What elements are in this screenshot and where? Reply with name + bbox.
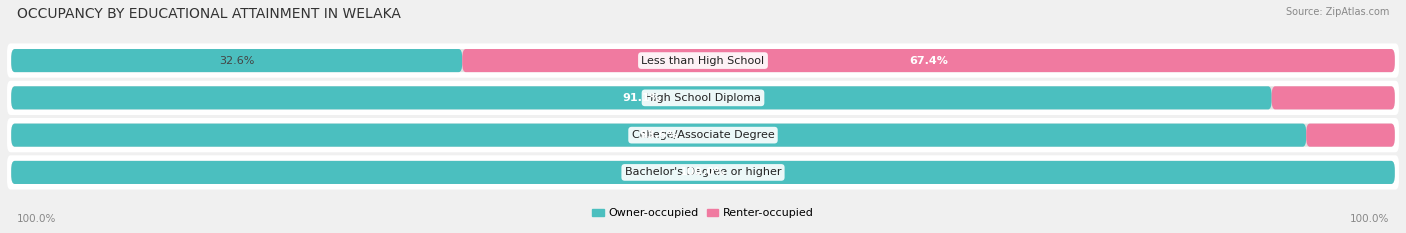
Text: 67.4%: 67.4% — [910, 56, 948, 65]
FancyBboxPatch shape — [11, 86, 1395, 110]
FancyBboxPatch shape — [7, 81, 1399, 115]
Text: College/Associate Degree: College/Associate Degree — [631, 130, 775, 140]
Legend: Owner-occupied, Renter-occupied: Owner-occupied, Renter-occupied — [588, 204, 818, 223]
Text: OCCUPANCY BY EDUCATIONAL ATTAINMENT IN WELAKA: OCCUPANCY BY EDUCATIONAL ATTAINMENT IN W… — [17, 7, 401, 21]
Text: 32.6%: 32.6% — [219, 56, 254, 65]
FancyBboxPatch shape — [7, 118, 1399, 152]
FancyBboxPatch shape — [1306, 123, 1395, 147]
FancyBboxPatch shape — [1271, 86, 1395, 110]
Text: Less than High School: Less than High School — [641, 56, 765, 65]
Text: 93.6%: 93.6% — [640, 130, 678, 140]
FancyBboxPatch shape — [7, 155, 1399, 190]
FancyBboxPatch shape — [11, 123, 1395, 147]
FancyBboxPatch shape — [463, 49, 1395, 72]
Text: 100.0%: 100.0% — [681, 168, 725, 177]
FancyBboxPatch shape — [7, 43, 1399, 78]
FancyBboxPatch shape — [11, 161, 1395, 184]
FancyBboxPatch shape — [11, 123, 1306, 147]
Text: 100.0%: 100.0% — [17, 214, 56, 224]
FancyBboxPatch shape — [11, 49, 463, 72]
Text: 91.1%: 91.1% — [621, 93, 661, 103]
Text: Source: ZipAtlas.com: Source: ZipAtlas.com — [1285, 7, 1389, 17]
FancyBboxPatch shape — [11, 49, 1395, 72]
FancyBboxPatch shape — [11, 161, 1395, 184]
Text: High School Diploma: High School Diploma — [645, 93, 761, 103]
Text: Bachelor's Degree or higher: Bachelor's Degree or higher — [624, 168, 782, 177]
FancyBboxPatch shape — [11, 86, 1271, 110]
Text: 100.0%: 100.0% — [1350, 214, 1389, 224]
